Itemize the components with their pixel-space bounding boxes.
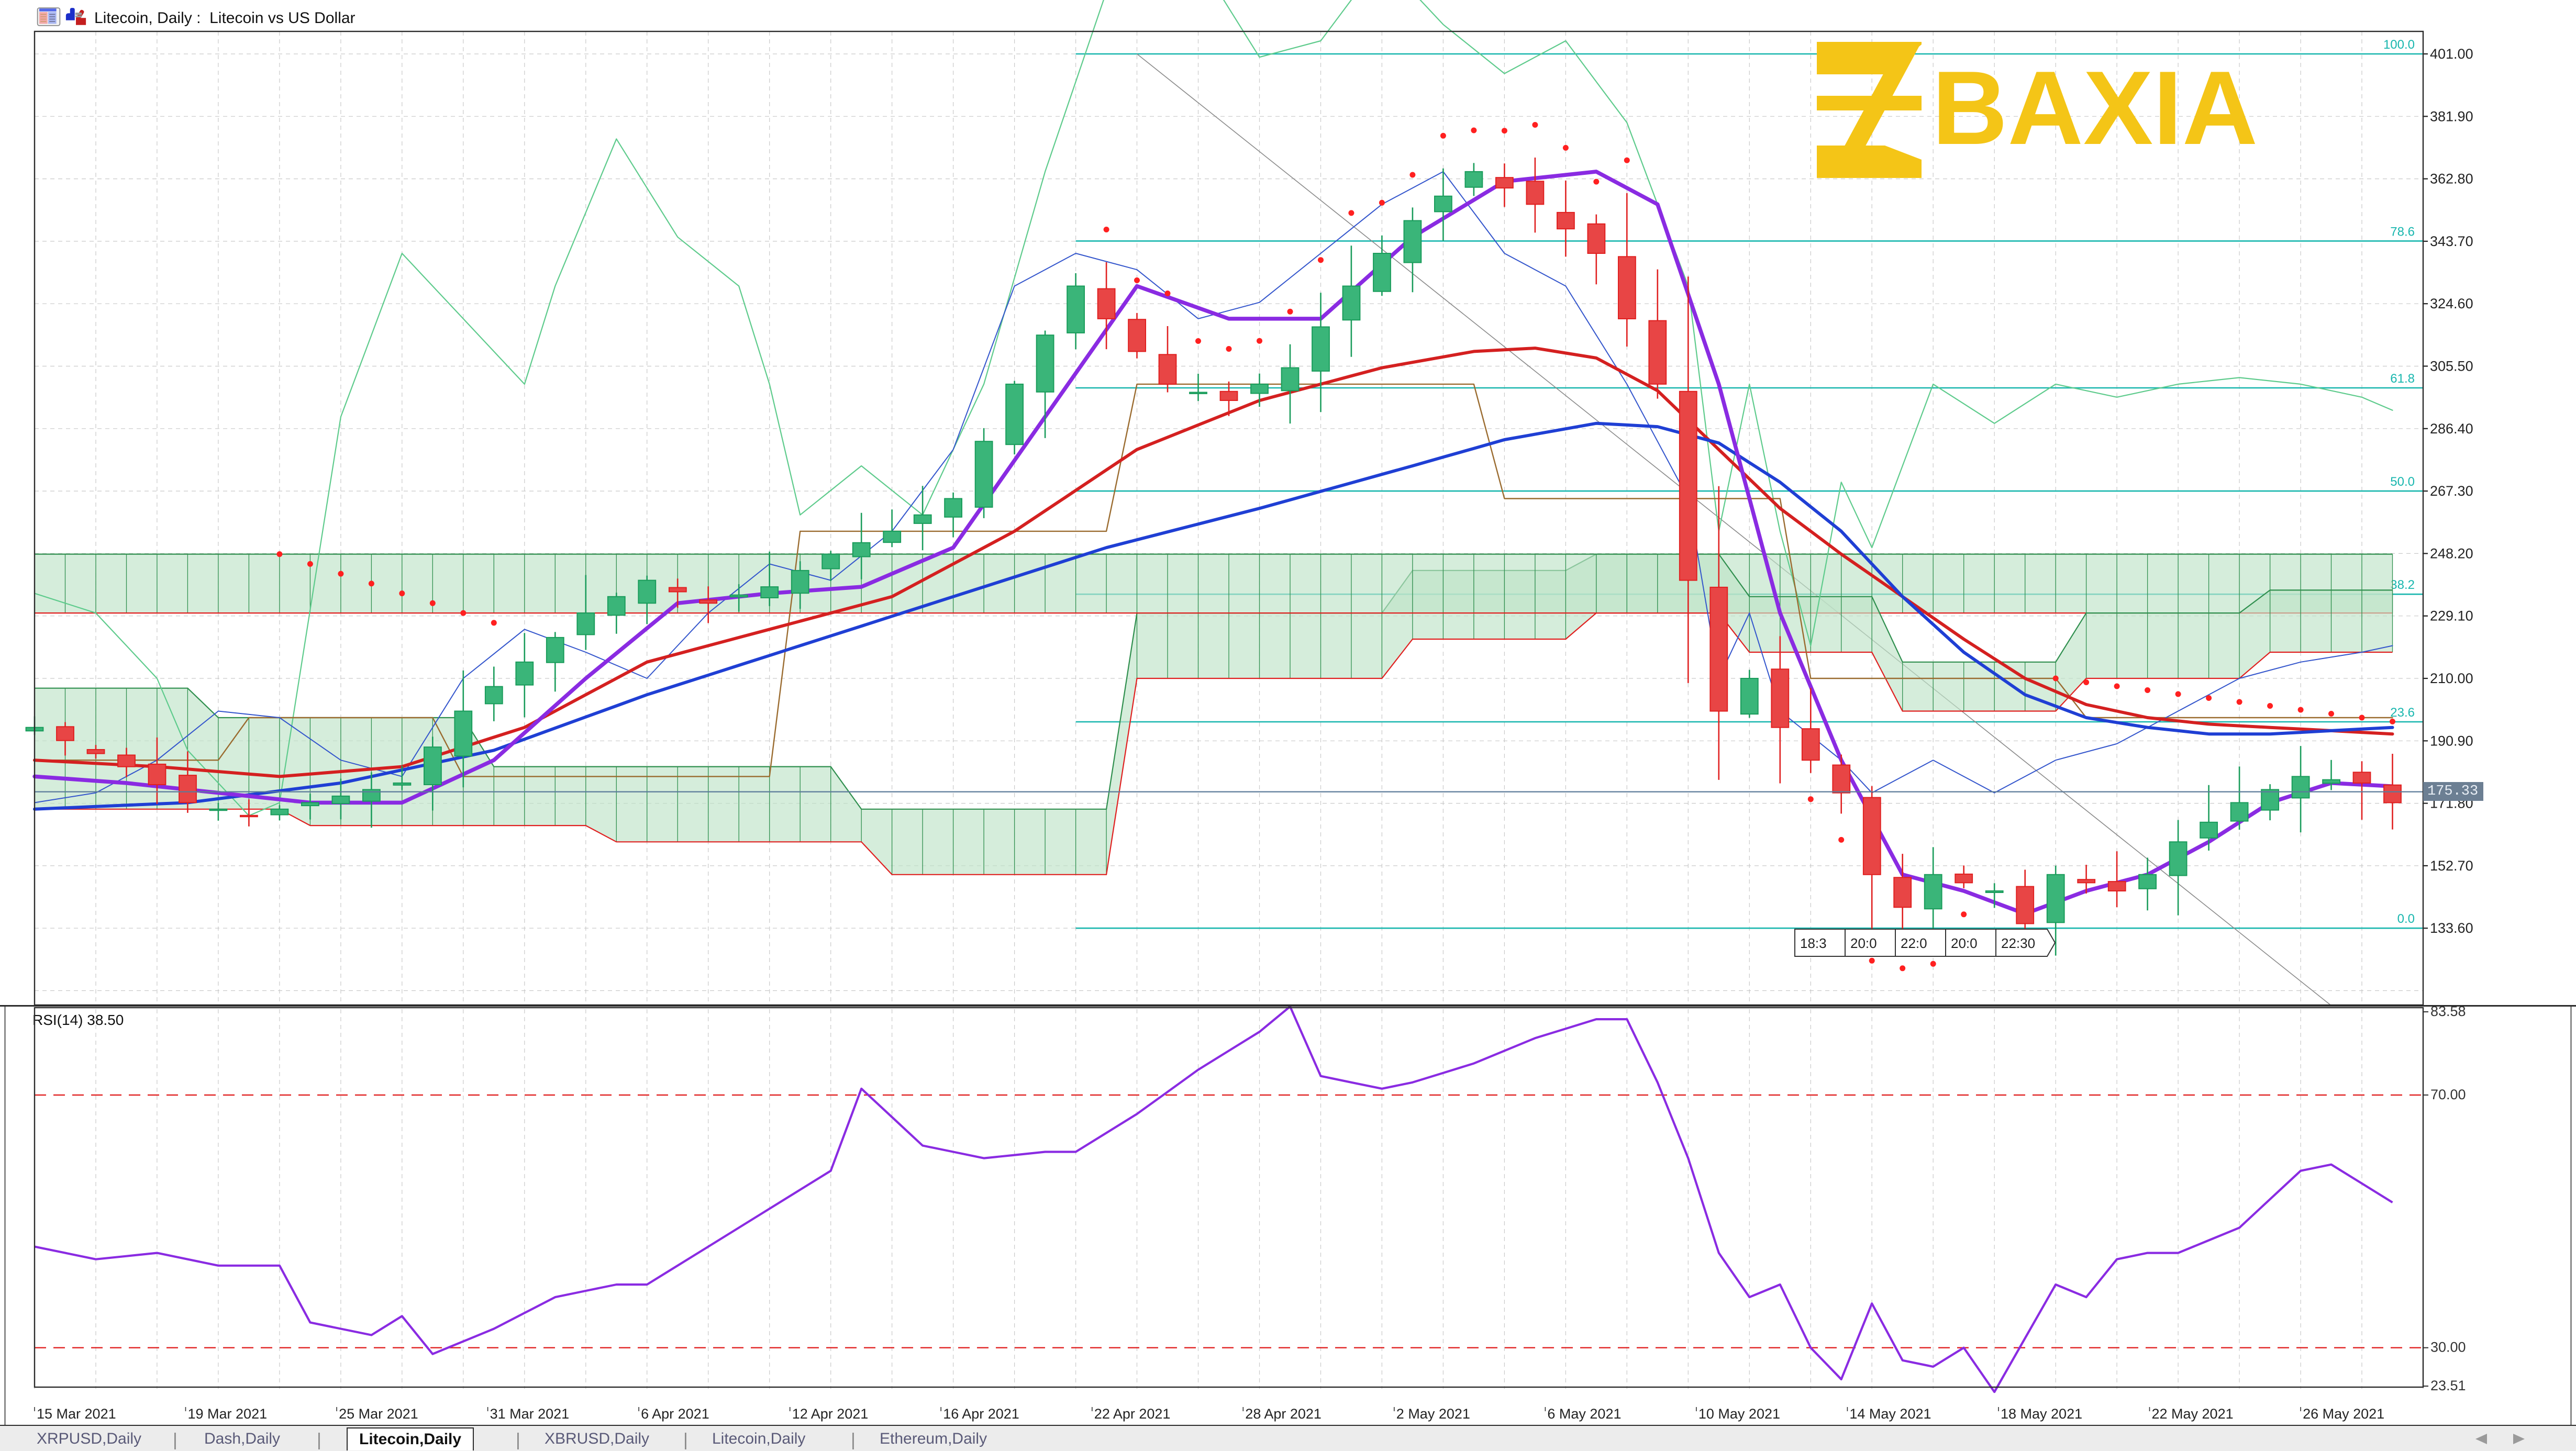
svg-text:12 Apr 2021: 12 Apr 2021 [792,1407,869,1422]
svg-text:20:0: 20:0 [1850,935,1877,951]
svg-text:6 May 2021: 6 May 2021 [1547,1407,1621,1422]
svg-text:25 Mar 2021: 25 Mar 2021 [339,1407,418,1422]
svg-text:31 Mar 2021: 31 Mar 2021 [490,1407,570,1422]
svg-text:30.00: 30.00 [2430,1340,2466,1355]
svg-text:22 Apr 2021: 22 Apr 2021 [1094,1407,1171,1422]
svg-text:23.51: 23.51 [2430,1378,2466,1393]
svg-text:83.58: 83.58 [2430,1007,2466,1019]
svg-text:22:0: 22:0 [1901,935,1927,951]
svg-text:16 Apr 2021: 16 Apr 2021 [943,1407,1019,1422]
svg-text:15 Mar 2021: 15 Mar 2021 [37,1407,116,1422]
svg-text:70.00: 70.00 [2430,1087,2466,1102]
svg-text:6 Apr 2021: 6 Apr 2021 [641,1407,709,1422]
svg-text:2 May 2021: 2 May 2021 [1396,1407,1470,1422]
svg-text:28 Apr 2021: 28 Apr 2021 [1245,1407,1322,1422]
svg-text:10 May 2021: 10 May 2021 [1698,1407,1780,1422]
svg-text:18:3: 18:3 [1800,935,1827,951]
svg-text:20:0: 20:0 [1951,935,1978,951]
svg-text:22 May 2021: 22 May 2021 [2152,1407,2234,1422]
svg-text:19 Mar 2021: 19 Mar 2021 [188,1407,268,1422]
svg-text:26 May 2021: 26 May 2021 [2303,1407,2384,1422]
svg-text:22:30: 22:30 [2001,935,2035,951]
svg-text:18 May 2021: 18 May 2021 [2001,1407,2082,1422]
svg-text:14 May 2021: 14 May 2021 [1849,1407,1931,1422]
